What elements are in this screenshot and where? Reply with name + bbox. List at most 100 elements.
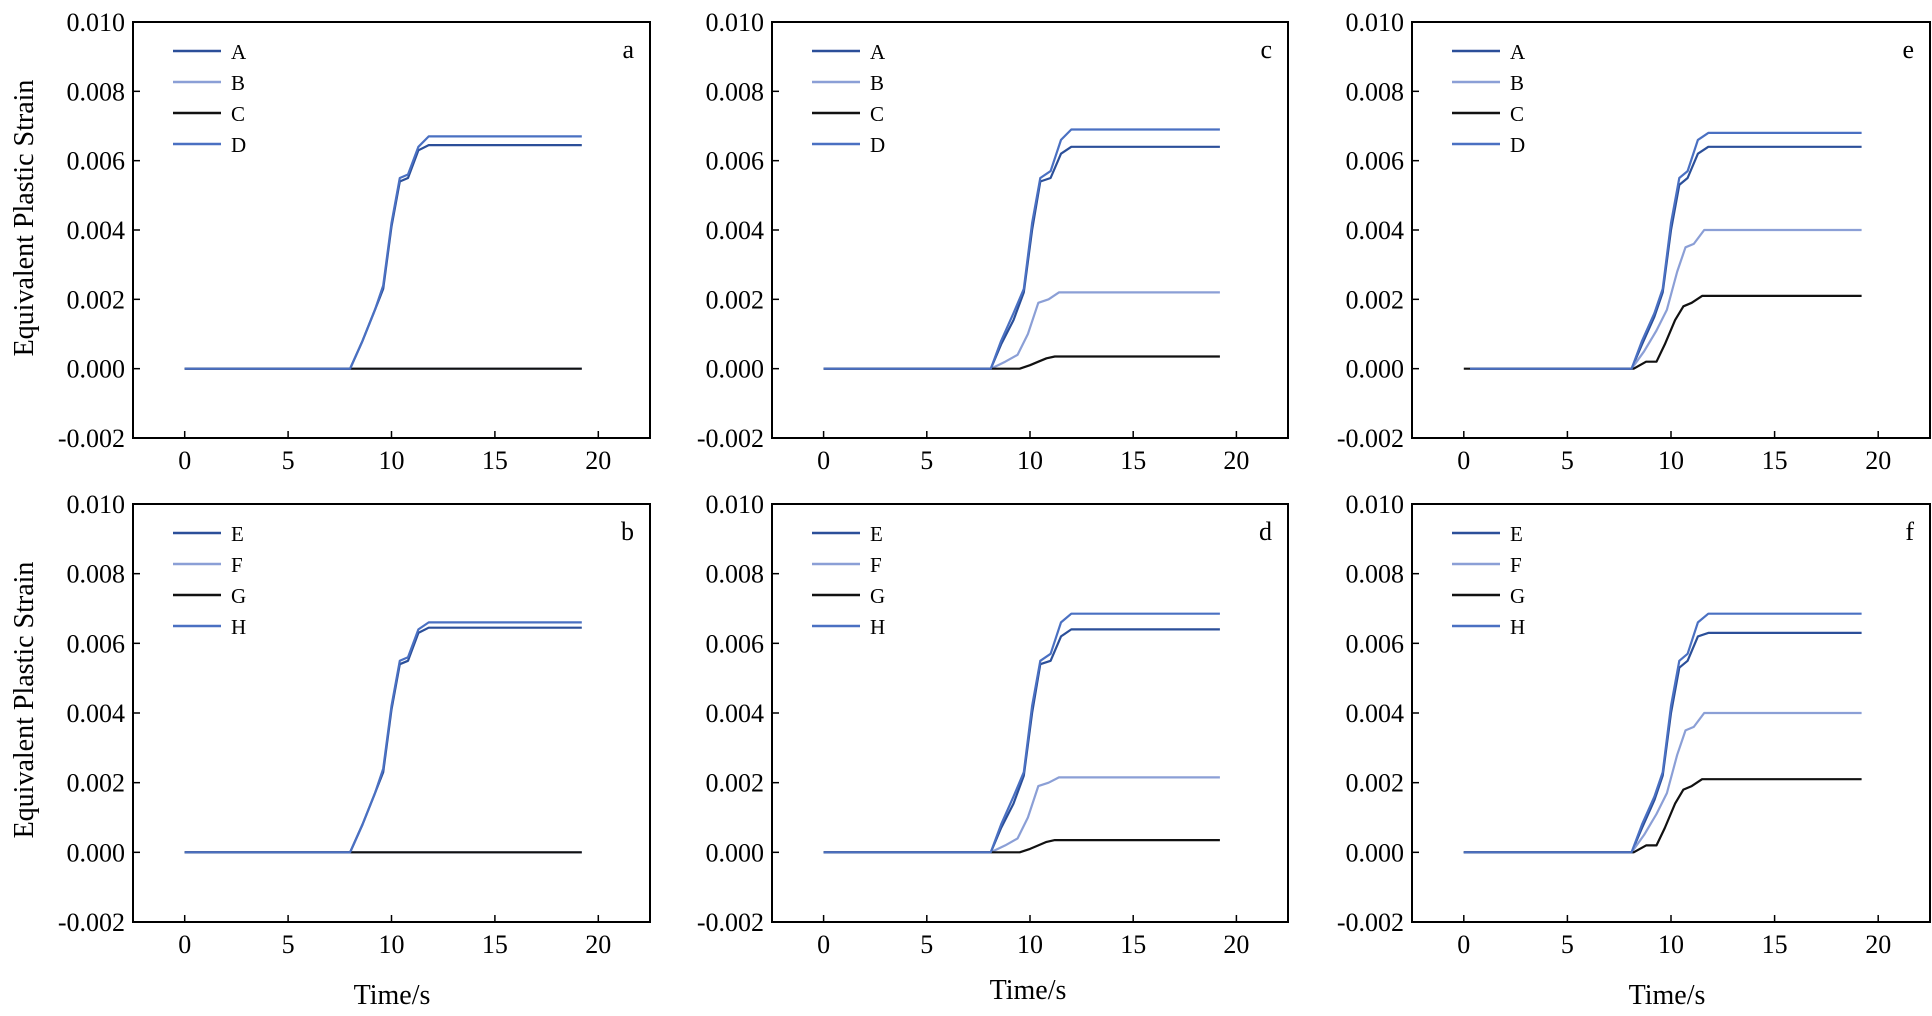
y-tick-label: 0.008 [1346, 77, 1405, 106]
panel-letter: e [1902, 35, 1914, 64]
legend-label-H: H [870, 615, 885, 639]
panel-f: 0 5 10 15 20 -0.002 0.000 0.002 0.004 0.006 0.008 0… [1337, 490, 1931, 959]
y-tick-label: 0.006 [706, 147, 765, 176]
x-tick-label: 0 [817, 446, 830, 475]
y-tick-label: 0.006 [1346, 629, 1405, 658]
series-line-H [1463, 612, 1862, 854]
x-tick-label: 20 [585, 446, 611, 475]
x-axis-title-right: Time/s [1629, 980, 1706, 1011]
x-tick-label: 5 [282, 930, 295, 959]
x-tick-label: 15 [1120, 930, 1146, 959]
y-tick-label: -0.002 [58, 424, 125, 453]
series-line-C [1463, 294, 1862, 370]
y-tick-label: 0.004 [67, 699, 126, 728]
legend-label-B: B [231, 71, 245, 95]
x-tick-label: 10 [379, 446, 405, 475]
legend-label-C: C [1510, 102, 1524, 126]
y-tick-label: 0.000 [67, 838, 126, 867]
panel-letter: b [621, 517, 634, 546]
x-tick-label: 20 [1223, 446, 1249, 475]
y-tick-label: 0.000 [1346, 355, 1405, 384]
series-line-B [823, 291, 1220, 370]
legend-label-A: A [870, 40, 886, 64]
panel-letter: c [1260, 35, 1272, 64]
x-tick-label: 5 [1561, 446, 1574, 475]
series-line-D [184, 135, 582, 370]
series-line-H [184, 621, 582, 854]
panel-e: 0 5 10 15 20 -0.002 0.000 0.002 0.004 0.006 0.008 0… [1337, 8, 1931, 475]
y-tick-label: 0.008 [706, 77, 765, 106]
series-line-H [823, 612, 1220, 854]
y-tick-label: -0.002 [1337, 908, 1404, 937]
y-tick-label: -0.002 [1337, 424, 1404, 453]
legend-label-F: F [231, 553, 243, 577]
x-tick-label: 20 [1223, 930, 1249, 959]
legend-label-G: G [1510, 584, 1525, 608]
y-tick-label: 0.010 [706, 8, 765, 37]
x-tick-label: 15 [1762, 446, 1788, 475]
legend-label-E: E [231, 522, 244, 546]
x-tick-label: 5 [282, 446, 295, 475]
y-tick-label: -0.002 [697, 908, 764, 937]
series-line-D [1470, 131, 1862, 370]
y-tick-label: 0.004 [1346, 216, 1405, 245]
y-tick-label: 0.004 [706, 216, 765, 245]
legend-label-G: G [231, 584, 246, 608]
x-tick-label: 10 [1658, 930, 1684, 959]
legend-label-C: C [231, 102, 245, 126]
y-tick-label: 0.010 [67, 490, 126, 519]
legend-label-E: E [870, 522, 883, 546]
x-tick-label: 20 [585, 930, 611, 959]
x-tick-label: 5 [920, 446, 933, 475]
y-tick-label: 0.000 [706, 355, 765, 384]
y-tick-label: 0.010 [67, 8, 126, 37]
y-tick-label: 0.008 [1346, 560, 1405, 589]
series-line-F [1463, 711, 1862, 854]
legend-label-A: A [1510, 40, 1526, 64]
x-tick-label: 0 [817, 930, 830, 959]
x-tick-label: 5 [1561, 930, 1574, 959]
series-line-G [1463, 778, 1862, 854]
legend-label-H: H [231, 615, 246, 639]
panel-b: 0 5 10 15 20 -0.002 0.000 0.002 0.004 0.006 0.008 0… [58, 490, 651, 959]
y-tick-label: -0.002 [697, 424, 764, 453]
legend-label-H: H [1510, 615, 1525, 639]
y-tick-label: 0.010 [706, 490, 765, 519]
y-tick-label: 0.002 [67, 769, 126, 798]
panels: 0 5 10 15 20 -0.002 0.000 0.002 0.004 0.006 0.008 0… [58, 8, 1931, 959]
x-tick-label: 5 [920, 930, 933, 959]
x-tick-label: 0 [178, 446, 191, 475]
legend-label-F: F [1510, 553, 1522, 577]
series-line-C [823, 355, 1220, 370]
x-tick-label: 15 [1120, 446, 1146, 475]
y-tick-label: 0.010 [1346, 490, 1405, 519]
y-tick-label: 0.000 [706, 838, 765, 867]
panel-c: 0 5 10 15 20 -0.002 0.000 0.002 0.004 0.006 0.008 0… [697, 8, 1289, 475]
legend-label-B: B [870, 71, 884, 95]
y-tick-label: 0.004 [1346, 699, 1405, 728]
x-tick-label: 10 [1658, 446, 1684, 475]
panel-d: 0 5 10 15 20 -0.002 0.000 0.002 0.004 0.006 0.008 0… [697, 490, 1289, 959]
y-tick-label: 0.002 [706, 285, 765, 314]
x-tick-label: 10 [379, 930, 405, 959]
y-tick-label: 0.006 [67, 147, 126, 176]
y-tick-label: 0.004 [706, 699, 765, 728]
x-tick-label: 10 [1017, 930, 1043, 959]
x-tick-label: 15 [1762, 930, 1788, 959]
x-tick-label: 15 [482, 930, 508, 959]
series-line-B [1470, 228, 1862, 370]
y-tick-label: 0.002 [67, 285, 126, 314]
legend-label-E: E [1510, 522, 1523, 546]
x-tick-label: 0 [178, 930, 191, 959]
legend-label-G: G [870, 584, 885, 608]
x-tick-label: 0 [1457, 930, 1470, 959]
y-tick-label: 0.006 [67, 629, 126, 658]
series-line-E [1463, 631, 1862, 854]
x-tick-label: 0 [1457, 446, 1470, 475]
x-axis-title-middle: Time/s [990, 975, 1067, 1006]
legend-label-A: A [231, 40, 247, 64]
